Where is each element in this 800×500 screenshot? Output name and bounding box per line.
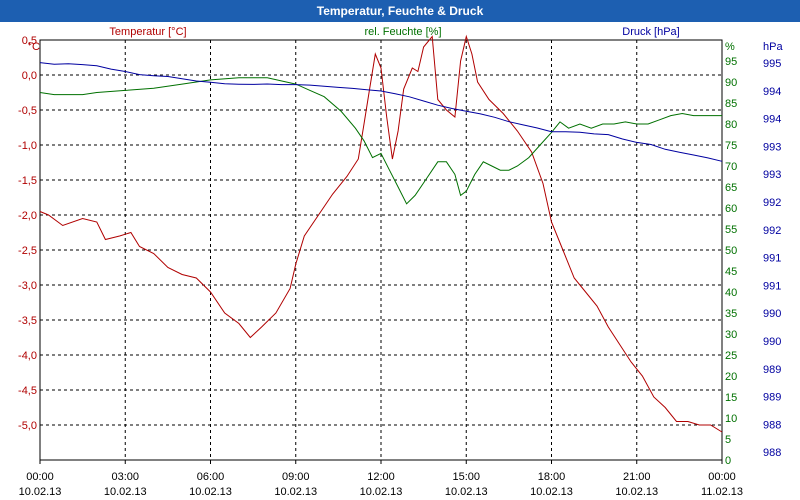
- humidity-unit: %: [725, 41, 735, 53]
- pressure-tick-label: 994: [763, 114, 781, 126]
- humidity-tick-label: 70: [725, 161, 737, 173]
- x-tick-date: 10.02.13: [360, 486, 403, 498]
- x-tick-time: 00:00: [26, 471, 54, 483]
- x-tick-time: 03:00: [111, 471, 139, 483]
- humidity-tick-label: 95: [725, 56, 737, 68]
- temperature-axis-ticks: 0,5 0,0 -0,5 -1,0 -1,5 -2,0 -2,5 -3,0 -3,5 -4,0 -4…: [18, 35, 37, 432]
- temperature-tick-label: -5,0: [18, 420, 37, 432]
- pressure-tick-label: 989: [763, 364, 781, 376]
- x-tick-date: 10.02.13: [530, 486, 573, 498]
- temperature-tick-label: -3,0: [18, 280, 37, 292]
- x-axis-ticks: 00:00 10.02.13 03:00 10.02.13 06:00 10.02.13 0…: [19, 460, 743, 498]
- humidity-tick-label: 55: [725, 224, 737, 236]
- pressure-tick-label: 988: [763, 419, 781, 431]
- temperature-tick-label: -1,0: [18, 140, 37, 152]
- x-tick-time: 00:00: [708, 471, 736, 483]
- humidity-tick-label: 85: [725, 98, 737, 110]
- humidity-tick-label: 15: [725, 392, 737, 404]
- pressure-tick-label: 994: [763, 86, 781, 98]
- series-line-pressure: [39, 62, 723, 162]
- x-tick-date: 10.02.13: [19, 486, 62, 498]
- humidity-tick-label: 10: [725, 413, 737, 425]
- temperature-tick-label: -1,5: [18, 175, 37, 187]
- pressure-tick-label: 991: [763, 280, 781, 292]
- pressure-tick-label: 992: [763, 225, 781, 237]
- humidity-tick-label: 65: [725, 182, 737, 194]
- humidity-tick-label: 20: [725, 371, 737, 383]
- temperature-tick-label: -2,5: [18, 245, 37, 257]
- humidity-tick-label: 5: [725, 434, 731, 446]
- temperature-tick-label: -4,5: [18, 385, 37, 397]
- pressure-tick-label: 990: [763, 336, 781, 348]
- pressure-tick-label: 995: [763, 58, 781, 70]
- series-line-humidity: [39, 77, 722, 205]
- temperature-tick-label: -3,5: [18, 315, 37, 327]
- humidity-tick-label: 30: [725, 329, 737, 341]
- humidity-tick-label: 40: [725, 287, 737, 299]
- pressure-tick-label: 992: [763, 197, 781, 209]
- pressure-axis-label: Druck [hPa]: [622, 26, 679, 38]
- temperature-tick-label: 0,5: [22, 35, 37, 47]
- pressure-axis-ticks: 995 994 994 993 993 992 992 991 991 990 990 989 989 9…: [763, 58, 781, 459]
- window-title: Temperatur, Feuchte & Druck: [0, 0, 800, 22]
- pressure-tick-label: 991: [763, 253, 781, 265]
- temperature-tick-label: -4,0: [18, 350, 37, 362]
- grid-lines: [40, 39, 722, 460]
- x-tick-time: 09:00: [282, 471, 310, 483]
- temperature-unit: °C: [28, 41, 40, 53]
- pressure-tick-label: 993: [763, 141, 781, 153]
- pressure-tick-label: 988: [763, 447, 781, 459]
- humidity-tick-label: 90: [725, 77, 737, 89]
- humidity-axis-label: rel. Feuchte [%]: [364, 26, 441, 38]
- pressure-tick-label: 989: [763, 392, 781, 404]
- humidity-tick-label: 50: [725, 245, 737, 257]
- temperature-axis-label: Temperatur [°C]: [109, 26, 186, 38]
- x-tick-date: 10.02.13: [445, 486, 488, 498]
- x-tick-date: 10.02.13: [189, 486, 232, 498]
- pressure-tick-label: 993: [763, 169, 781, 181]
- temperature-tick-label: -2,0: [18, 210, 37, 222]
- x-tick-date: 10.02.13: [104, 486, 147, 498]
- x-tick-date: 11.02.13: [701, 486, 743, 498]
- pressure-tick-label: 990: [763, 308, 781, 320]
- x-tick-time: 15:00: [452, 471, 480, 483]
- x-tick-time: 06:00: [197, 471, 225, 483]
- data-series: [39, 34, 723, 433]
- humidity-tick-label: 60: [725, 203, 737, 215]
- pressure-unit: hPa: [763, 41, 783, 53]
- x-tick-date: 10.02.13: [615, 486, 658, 498]
- x-tick-time: 18:00: [538, 471, 566, 483]
- temperature-tick-label: -0,5: [18, 105, 37, 117]
- humidity-tick-label: 80: [725, 119, 737, 131]
- humidity-tick-label: 35: [725, 308, 737, 320]
- x-tick-time: 12:00: [367, 471, 395, 483]
- x-tick-date: 10.02.13: [274, 486, 317, 498]
- series-line-temperature: [39, 34, 723, 433]
- humidity-tick-label: 25: [725, 350, 737, 362]
- temperature-tick-label: 0,0: [22, 70, 37, 82]
- humidity-tick-label: 75: [725, 140, 737, 152]
- x-tick-time: 21:00: [623, 471, 651, 483]
- humidity-tick-label: 0: [725, 455, 731, 467]
- humidity-tick-label: 45: [725, 266, 737, 278]
